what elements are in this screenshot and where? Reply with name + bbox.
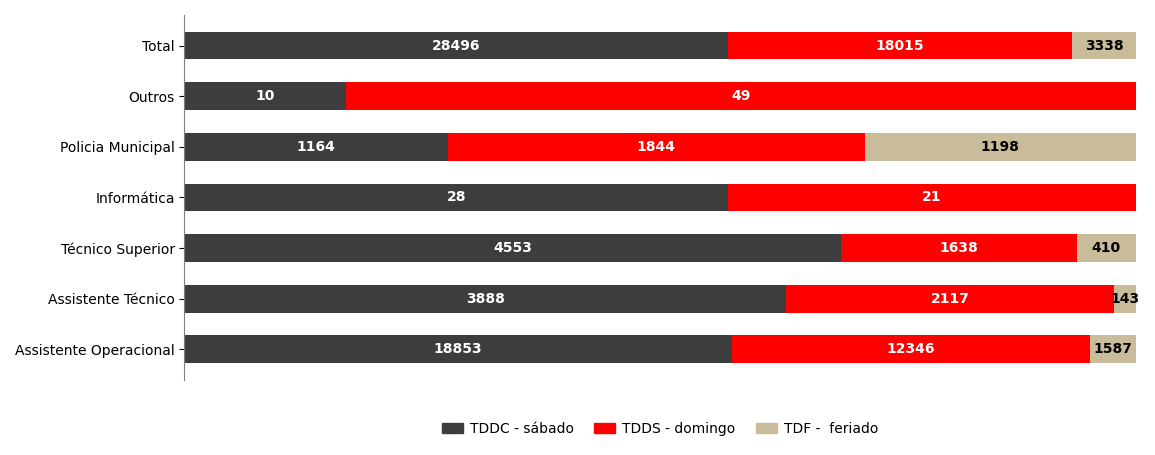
Text: 1638: 1638 (939, 241, 978, 255)
Bar (185, 31, 729, 60)
Text: 1198: 1198 (981, 140, 1020, 154)
Bar (448, 133, 865, 161)
Bar (841, 234, 1076, 262)
Text: 21: 21 (922, 191, 941, 204)
Text: 143: 143 (1110, 292, 1139, 306)
Bar (185, 285, 787, 313)
Bar (185, 133, 448, 161)
Text: 28496: 28496 (432, 39, 480, 52)
Bar (1113, 285, 1135, 313)
Bar (865, 133, 1135, 161)
Bar (731, 335, 1090, 364)
Bar (729, 31, 1072, 60)
Text: 1164: 1164 (297, 140, 336, 154)
Text: 1844: 1844 (636, 140, 676, 154)
Bar (1072, 31, 1135, 60)
Legend: TDDC - sábado, TDDS - domingo, TDF -  feriado: TDDC - sábado, TDDS - domingo, TDF - fer… (437, 416, 884, 441)
Bar (787, 285, 1113, 313)
Bar (728, 183, 1135, 212)
Bar (185, 234, 841, 262)
Text: 10: 10 (255, 89, 275, 103)
Text: 3888: 3888 (465, 292, 505, 306)
Text: 28: 28 (447, 191, 467, 204)
Text: 410: 410 (1091, 241, 1120, 255)
Text: 3338: 3338 (1085, 39, 1124, 52)
Bar (345, 82, 1135, 110)
Bar (185, 335, 731, 364)
Text: 49: 49 (731, 89, 751, 103)
Bar (185, 183, 728, 212)
Text: 18853: 18853 (433, 343, 483, 356)
Text: 1587: 1587 (1094, 343, 1132, 356)
Text: 12346: 12346 (886, 343, 934, 356)
Text: 18015: 18015 (875, 39, 924, 52)
Text: 2117: 2117 (931, 292, 969, 306)
Bar (1090, 335, 1135, 364)
Bar (185, 82, 345, 110)
Text: 4553: 4553 (493, 241, 532, 255)
Bar (1076, 234, 1135, 262)
